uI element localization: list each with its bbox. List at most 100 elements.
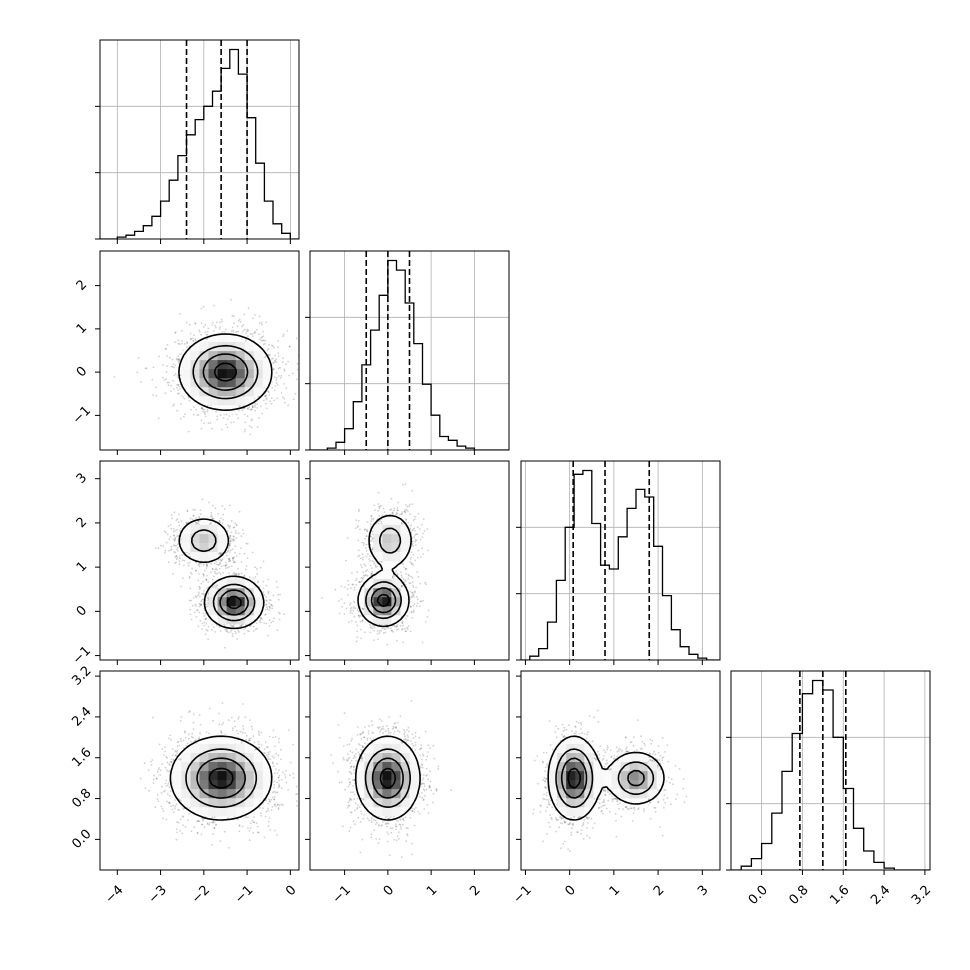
scatter-point [205, 333, 208, 336]
scatter-point [178, 360, 181, 362]
scatter-point [233, 571, 236, 574]
scatter-point [173, 539, 176, 542]
scatter-point [288, 374, 290, 377]
scatter-point [272, 368, 275, 370]
scatter-point [179, 738, 182, 740]
scatter-point [283, 397, 286, 400]
scatter-point [187, 564, 190, 567]
scatter-point [264, 614, 266, 616]
scatter-point [226, 426, 229, 429]
scatter-point [200, 307, 203, 310]
scatter-point [203, 422, 205, 425]
scatter-point [244, 328, 247, 331]
scatter-point [285, 363, 287, 366]
scatter-point [214, 562, 216, 565]
density-cell [190, 533, 201, 543]
scatter-point [173, 551, 176, 553]
scatter-point [204, 410, 206, 413]
scatter-point [277, 367, 280, 370]
scatter-point [246, 407, 249, 410]
scatter-point [266, 600, 268, 602]
scatter-point [268, 619, 271, 622]
scatter-point [202, 592, 205, 595]
scatter-point [236, 638, 239, 640]
scatter-point [220, 552, 222, 554]
scatter-point [243, 574, 246, 576]
scatter-point [292, 398, 295, 401]
scatter-point [165, 371, 168, 373]
scatter-point [229, 534, 232, 537]
scatter-point [283, 383, 285, 385]
scatter-point [198, 563, 201, 566]
scatter-point [237, 567, 239, 570]
scatter-point [191, 567, 194, 570]
scatter-point [214, 568, 217, 571]
scatter-point [254, 402, 256, 405]
scatter-point [245, 565, 248, 567]
density-cell [217, 614, 228, 625]
density-cell [253, 596, 264, 607]
scatter-point [235, 537, 238, 539]
scatter-point [234, 545, 237, 548]
panel-frame [309, 250, 510, 451]
scatter-point [235, 331, 238, 333]
scatter-point [211, 504, 214, 507]
scatter-point [252, 630, 255, 632]
scatter-point [221, 702, 224, 704]
scatter-point [172, 534, 175, 537]
scatter-point [172, 388, 175, 390]
density-cell [190, 350, 201, 361]
scatter-point [194, 338, 197, 340]
scatter-point [194, 603, 197, 606]
scatter-point [203, 624, 206, 627]
scatter-point [267, 578, 270, 581]
scatter-point [282, 333, 285, 336]
scatter-point [235, 730, 238, 732]
contour-level-1 [178, 518, 265, 630]
scatter-point [256, 619, 259, 621]
scatter-point [260, 337, 263, 339]
scatter-point [198, 605, 201, 608]
scatter-point [206, 330, 209, 333]
scatter-point [236, 573, 238, 575]
scatter-point [291, 372, 294, 375]
scatter-point [269, 400, 272, 403]
scatter-point [196, 522, 199, 524]
scatter-point [227, 572, 230, 575]
scatter-point [266, 606, 268, 609]
scatter-point [168, 549, 170, 552]
scatter-point [248, 739, 251, 742]
scatter-point [160, 792, 163, 794]
scatter-point [211, 586, 214, 588]
scatter-point [227, 558, 230, 560]
scatter-point [257, 396, 259, 398]
scatter-point [246, 734, 248, 737]
scatter-point [219, 567, 221, 570]
scatter-point [213, 626, 215, 629]
scatter-point [228, 527, 231, 529]
scatter-point [260, 340, 263, 342]
scatter-point [204, 618, 207, 620]
density-cell [208, 377, 219, 388]
scatter-point [225, 561, 227, 564]
scatter-point [172, 365, 174, 368]
scatter-point [261, 336, 263, 338]
scatter-point [267, 634, 269, 637]
scatter-point [189, 613, 192, 616]
scatter-point [283, 368, 286, 371]
contour-level-1 [178, 333, 273, 411]
scatter-point [189, 608, 191, 611]
scatter-point [250, 419, 253, 422]
scatter-point [214, 572, 217, 575]
scatter-point [267, 753, 270, 756]
scatter-point [234, 530, 237, 532]
scatter-point [262, 807, 264, 810]
scatter-point [270, 599, 272, 602]
scatter-point [261, 339, 264, 342]
scatter-point [220, 565, 223, 567]
scatter-point [248, 425, 251, 427]
scatter-point [296, 368, 299, 371]
scatter-point [170, 527, 173, 530]
scatter-point [258, 322, 261, 324]
scatter-point [267, 592, 270, 595]
